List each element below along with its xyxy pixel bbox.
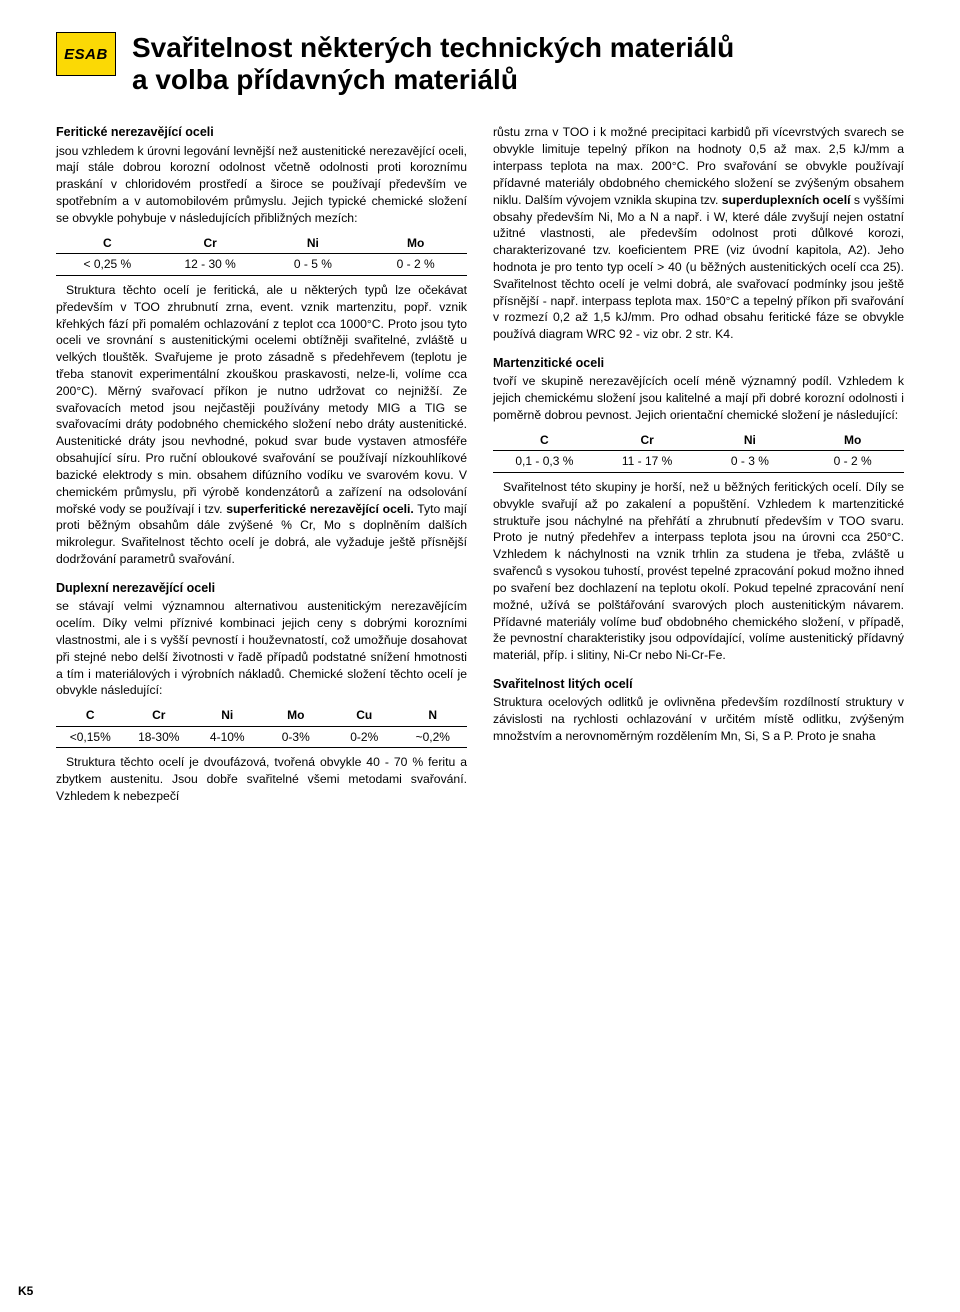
- col-cu: Cu: [330, 705, 399, 726]
- title-line-2: a volba přídavných materiálů: [132, 64, 904, 96]
- duplex-composition-table: C Cr Ni Mo Cu N <0,15% 18-30% 4-10% 0-3%…: [56, 705, 467, 748]
- martensitic-body: Svařitelnost této skupiny je horší, než …: [493, 479, 904, 664]
- col-c: C: [56, 233, 159, 254]
- page-number: K5: [18, 1284, 33, 1298]
- col-cr: Cr: [125, 705, 194, 726]
- val-cr: 11 - 17 %: [596, 451, 699, 472]
- logo-text: ESAB: [64, 46, 108, 63]
- feritic-heading: Feritické nerezavějící oceli: [56, 124, 467, 141]
- table-data-row: < 0,25 % 12 - 30 % 0 - 5 % 0 - 2 %: [56, 254, 467, 276]
- duplex-heading: Duplexní nerezavějící oceli: [56, 580, 467, 597]
- superduplex-label: superduplexních ocelí: [722, 193, 851, 207]
- duplex-intro: se stávají velmi významnou alternativou …: [56, 598, 467, 699]
- title-block: Svařitelnost některých technických mater…: [132, 32, 904, 96]
- feritic-intro: jsou vzhledem k úrovni legování levnější…: [56, 143, 467, 227]
- table-header-row: C Cr Ni Mo Cu N: [56, 705, 467, 727]
- left-column: Feritické nerezavějící oceli jsou vzhled…: [56, 124, 467, 807]
- col-cr: Cr: [596, 430, 699, 451]
- col-mo: Mo: [801, 430, 904, 451]
- esab-logo: ESAB: [56, 32, 116, 76]
- right-column: růstu zrna v TOO i k možné precipitaci k…: [493, 124, 904, 807]
- table-data-row: 0,1 - 0,3 % 11 - 17 % 0 - 3 % 0 - 2 %: [493, 451, 904, 473]
- duplex-body: Struktura těchto ocelí je dvoufázová, tv…: [56, 754, 467, 804]
- col-ni: Ni: [262, 233, 365, 254]
- val-cr: 18-30%: [125, 727, 194, 748]
- col-c: C: [56, 705, 125, 726]
- val-mo: 0 - 2 %: [364, 254, 467, 275]
- table-data-row: <0,15% 18-30% 4-10% 0-3% 0-2% ~0,2%: [56, 727, 467, 749]
- col-cr: Cr: [159, 233, 262, 254]
- content-columns: Feritické nerezavějící oceli jsou vzhled…: [56, 124, 904, 807]
- feritic-composition-table: C Cr Ni Mo < 0,25 % 12 - 30 % 0 - 5 % 0 …: [56, 233, 467, 276]
- page-header: ESAB Svařitelnost některých technických …: [56, 32, 904, 96]
- cast-steel-body: Struktura ocelových odlitků je ovlivněna…: [493, 694, 904, 744]
- val-ni: 0 - 3 %: [699, 451, 802, 472]
- cast-steel-heading: Svařitelnost litých ocelí: [493, 676, 904, 693]
- val-mo: 0 - 2 %: [801, 451, 904, 472]
- col-ni: Ni: [193, 705, 262, 726]
- val-c: 0,1 - 0,3 %: [493, 451, 596, 472]
- val-cu: 0-2%: [330, 727, 399, 748]
- col-mo: Mo: [262, 705, 331, 726]
- col-c: C: [493, 430, 596, 451]
- feritic-body-a: Struktura těchto ocelí je feritická, ale…: [56, 283, 467, 516]
- duplex-continuation: růstu zrna v TOO i k možné precipitaci k…: [493, 124, 904, 343]
- val-ni: 4-10%: [193, 727, 262, 748]
- feritic-body: Struktura těchto ocelí je feritická, ale…: [56, 282, 467, 568]
- col-n: N: [399, 705, 468, 726]
- val-ni: 0 - 5 %: [262, 254, 365, 275]
- col-mo: Mo: [364, 233, 467, 254]
- cont-b: s vyššími obsahy především Ni, Mo a N a …: [493, 193, 904, 342]
- superferitic-label: superferitické nerezavějící oceli.: [226, 502, 414, 516]
- table-header-row: C Cr Ni Mo: [56, 233, 467, 255]
- val-n: ~0,2%: [399, 727, 468, 748]
- val-mo: 0-3%: [262, 727, 331, 748]
- val-c: < 0,25 %: [56, 254, 159, 275]
- martensitic-intro: tvoří ve skupině nerezavějících ocelí mé…: [493, 373, 904, 423]
- title-line-1: Svařitelnost některých technických mater…: [132, 32, 904, 64]
- col-ni: Ni: [699, 430, 802, 451]
- table-header-row: C Cr Ni Mo: [493, 430, 904, 452]
- val-c: <0,15%: [56, 727, 125, 748]
- val-cr: 12 - 30 %: [159, 254, 262, 275]
- martensitic-composition-table: C Cr Ni Mo 0,1 - 0,3 % 11 - 17 % 0 - 3 %…: [493, 430, 904, 473]
- martensitic-heading: Martenzitické oceli: [493, 355, 904, 372]
